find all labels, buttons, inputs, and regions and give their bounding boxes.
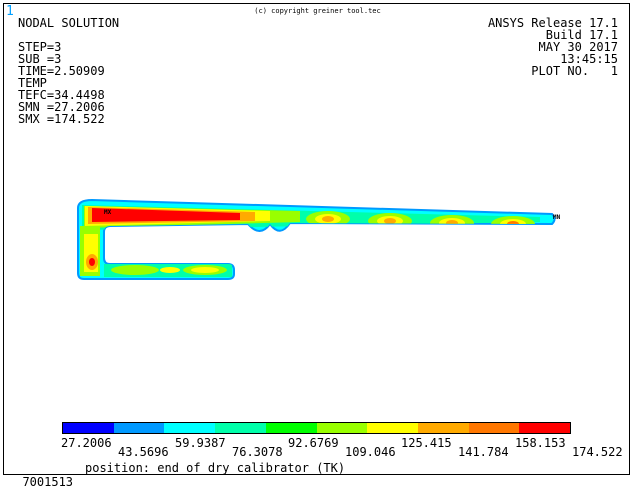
release-info: ANSYS Release 17.1 Build 17.1 MAY 30 201… bbox=[488, 17, 618, 77]
min-marker: MN bbox=[553, 214, 561, 221]
legend-label: 43.5696 bbox=[118, 445, 169, 459]
info-step: STEP=3 bbox=[18, 40, 62, 54]
legend-label: 125.415 bbox=[401, 436, 452, 450]
info-smn: SMN =27.2006 bbox=[18, 100, 105, 114]
info-tefc: TEFC=34.4498 bbox=[18, 88, 105, 102]
legend-label: 158.153 bbox=[515, 436, 566, 450]
contour-plot bbox=[77, 198, 556, 280]
legend-swatch bbox=[113, 423, 165, 433]
contour-bands bbox=[80, 205, 540, 277]
legend-label: 76.3078 bbox=[232, 445, 283, 459]
legend-label: 92.6769 bbox=[288, 436, 339, 450]
plot-number: PLOT NO. 1 bbox=[531, 64, 618, 78]
color-legend bbox=[62, 422, 571, 434]
release-version: ANSYS Release 17.1 bbox=[487, 16, 618, 30]
legend-swatch bbox=[63, 423, 114, 433]
release-time: 13:45:15 bbox=[560, 52, 618, 66]
info-temp: TEMP bbox=[18, 76, 47, 90]
legend-label: 27.2006 bbox=[61, 436, 112, 450]
legend-swatch bbox=[215, 423, 266, 433]
footer: 7001513 position: end of dry calibrator … bbox=[8, 461, 345, 503]
info-title: NODAL SOLUTION bbox=[18, 16, 120, 30]
release-build: Build 17.1 bbox=[545, 28, 618, 42]
solution-info: NODAL SOLUTION STEP=3 SUB =3 TIME=2.5090… bbox=[18, 17, 119, 125]
info-time: TIME=2.50909 bbox=[18, 64, 105, 78]
release-date: MAY 30 2017 bbox=[538, 40, 618, 54]
info-sub: SUB =3 bbox=[18, 52, 62, 66]
footer-position: position: end of dry calibrator (TK) bbox=[85, 461, 346, 475]
legend-swatch bbox=[265, 423, 317, 433]
plot-frame bbox=[3, 3, 630, 475]
legend-swatch bbox=[316, 423, 368, 433]
legend-label: 141.784 bbox=[458, 445, 509, 459]
legend-swatch bbox=[367, 423, 418, 433]
legend-swatch bbox=[164, 423, 216, 433]
legend-label: 174.522 bbox=[572, 445, 623, 459]
legend-swatch bbox=[417, 423, 469, 433]
footer-id: 7001513 bbox=[22, 475, 74, 489]
max-marker: MX bbox=[104, 209, 112, 216]
legend-swatch bbox=[468, 423, 520, 433]
legend-label: 59.9387 bbox=[175, 436, 226, 450]
window-number: 1 bbox=[6, 4, 14, 19]
info-smx: SMX =174.522 bbox=[18, 112, 105, 126]
legend-swatch bbox=[519, 423, 571, 433]
copyright-text: (c) copyright greiner tool.tec bbox=[254, 7, 381, 15]
legend-label: 109.046 bbox=[345, 445, 396, 459]
